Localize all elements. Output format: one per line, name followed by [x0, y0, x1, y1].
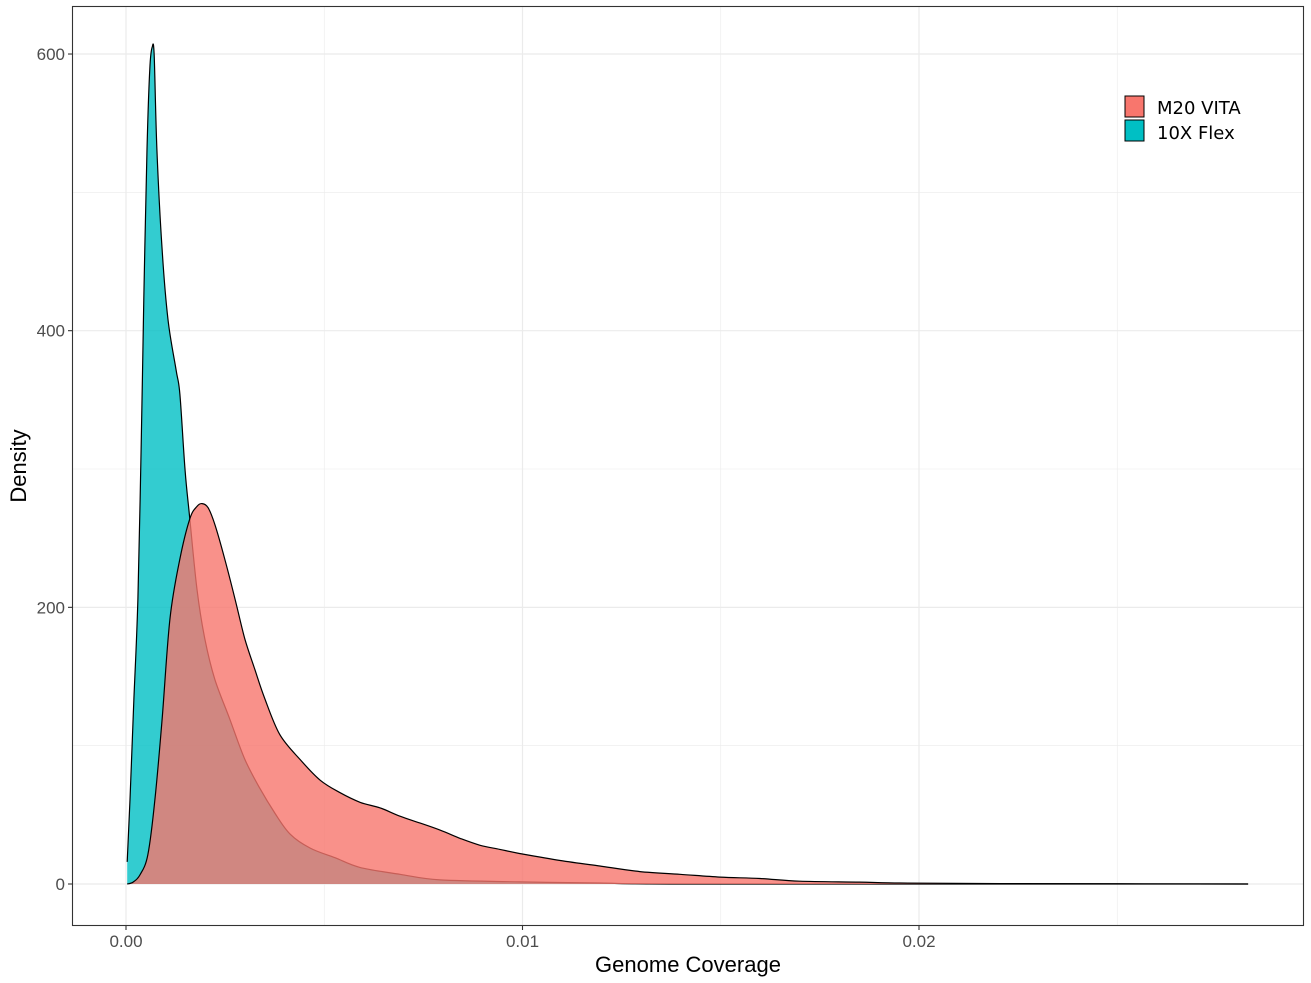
- x-tick-label: 0.02: [902, 932, 935, 951]
- plot-panel-border: [71, 5, 1305, 927]
- y-axis: 0 200 400 600: [37, 45, 73, 894]
- legend-swatch-m20-vita: [1124, 95, 1145, 118]
- y-axis-title: Density: [6, 429, 31, 502]
- y-tick-label: 0: [56, 875, 65, 894]
- legend: M20 VITA 10X Flex: [1124, 95, 1241, 144]
- x-tick-label: 0.00: [109, 932, 142, 951]
- density-fill-m20-vita: [127, 503, 1249, 884]
- y-tick-label: 600: [37, 45, 65, 64]
- y-tick-label: 200: [37, 598, 65, 617]
- x-axis-title: Genome Coverage: [595, 952, 781, 977]
- legend-label-m20-vita: M20 VITA: [1157, 98, 1241, 119]
- y-tick-label: 400: [37, 322, 65, 341]
- legend-swatch-10x-flex: [1124, 119, 1145, 142]
- density-outline-m20-vita: [127, 502, 1249, 885]
- legend-label-10x-flex: 10X Flex: [1157, 123, 1235, 144]
- x-axis: 0.00 0.01 0.02: [109, 925, 936, 951]
- x-tick-label: 0.01: [506, 932, 539, 951]
- density-areas: [126, 43, 1249, 885]
